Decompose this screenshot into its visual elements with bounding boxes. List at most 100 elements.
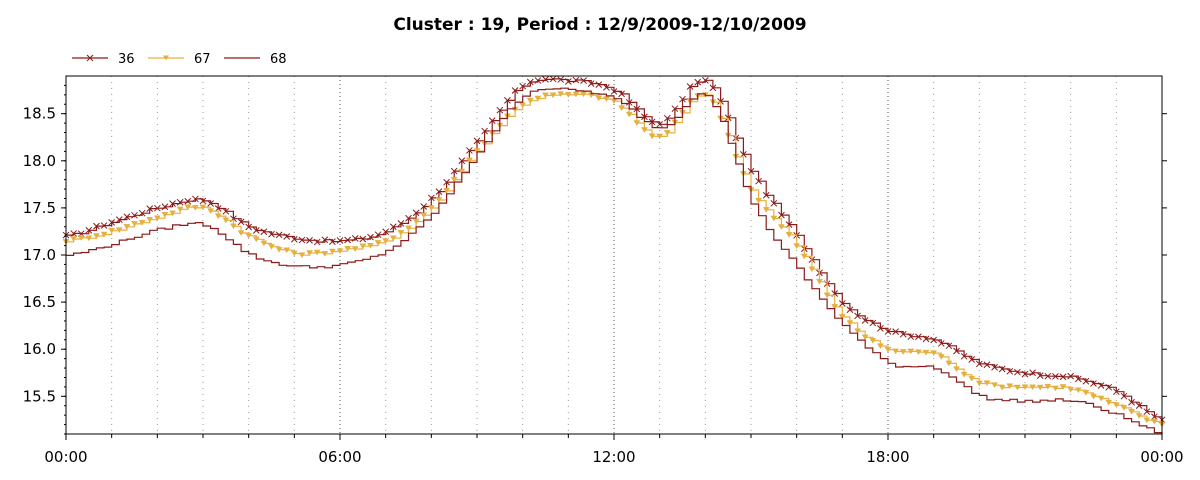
- marker-36: [709, 84, 717, 92]
- marker-67: [389, 235, 397, 242]
- marker-36: [192, 195, 199, 203]
- marker-36: [519, 82, 527, 90]
- marker-67: [557, 91, 565, 98]
- marker-67: [351, 246, 359, 252]
- marker-36: [123, 213, 131, 221]
- marker-36: [176, 198, 184, 206]
- marker-67: [374, 240, 382, 246]
- marker-36: [397, 220, 405, 227]
- marker-67: [184, 204, 192, 211]
- marker-36: [420, 203, 428, 210]
- marker-67: [450, 176, 458, 183]
- marker-36: [222, 207, 230, 215]
- marker-36: [336, 237, 344, 244]
- marker-67: [953, 366, 960, 373]
- chart-title: Cluster : 19, Period : 12/9/2009-12/10/2…: [393, 15, 806, 35]
- marker-36: [85, 226, 93, 234]
- marker-36: [1029, 369, 1036, 377]
- marker-67: [344, 245, 352, 252]
- marker-36: [115, 216, 123, 223]
- marker-67: [1074, 387, 1082, 394]
- marker-67: [534, 95, 542, 102]
- marker-67: [382, 238, 390, 245]
- marker-67: [648, 133, 656, 140]
- marker-36: [70, 230, 77, 237]
- marker-36: [679, 95, 686, 103]
- marker-67: [169, 210, 176, 217]
- marker-67: [915, 349, 922, 356]
- marker-67: [1013, 384, 1021, 391]
- marker-36: [321, 236, 329, 244]
- marker-67: [336, 248, 344, 255]
- marker-36: [260, 228, 268, 236]
- marker-36: [252, 227, 260, 234]
- marker-67: [427, 205, 435, 211]
- marker-67: [222, 217, 230, 224]
- marker-36: [869, 319, 877, 327]
- marker-67: [762, 207, 770, 213]
- marker-67: [618, 105, 626, 112]
- marker-67: [268, 243, 275, 250]
- marker-67: [199, 204, 207, 211]
- marker-67: [778, 224, 785, 231]
- marker-67: [1143, 417, 1151, 424]
- marker-36: [686, 83, 694, 90]
- marker-67: [1097, 395, 1105, 402]
- marker-36: [534, 77, 542, 84]
- marker-36: [161, 203, 169, 211]
- series-layer: [62, 75, 1166, 434]
- marker-36: [1052, 373, 1059, 380]
- marker-67: [1090, 393, 1097, 400]
- marker-67: [907, 348, 915, 355]
- marker-36: [435, 188, 443, 195]
- marker-36: [481, 127, 488, 135]
- marker-67: [252, 236, 260, 243]
- marker-67: [937, 354, 945, 360]
- marker-67: [70, 236, 78, 242]
- marker-67: [85, 235, 93, 242]
- marker-36: [184, 197, 192, 205]
- marker-36: [169, 200, 176, 207]
- marker-67: [77, 235, 85, 241]
- marker-36: [892, 328, 899, 335]
- marker-36: [146, 205, 154, 212]
- marker-36: [549, 75, 557, 83]
- marker-67: [1029, 384, 1037, 391]
- marker-36: [975, 360, 983, 368]
- marker-67: [1044, 383, 1052, 390]
- marker-36: [671, 105, 679, 113]
- marker-67: [1006, 383, 1014, 390]
- marker-67: [975, 380, 983, 387]
- series-68: [66, 87, 1163, 434]
- marker-36: [504, 97, 511, 104]
- marker-67: [1105, 399, 1113, 406]
- marker-36: [100, 222, 108, 229]
- marker-36: [572, 76, 580, 84]
- marker-36: [945, 342, 953, 350]
- marker-36: [960, 352, 968, 360]
- marker-67: [290, 250, 298, 257]
- marker-36: [329, 238, 336, 245]
- marker-36: [930, 336, 938, 344]
- marker-67: [755, 197, 763, 204]
- marker-36: [138, 209, 146, 217]
- marker-67: [443, 188, 450, 194]
- marker-67: [321, 251, 329, 257]
- marker-36: [313, 238, 321, 246]
- marker-67: [945, 360, 953, 367]
- marker-67: [435, 197, 443, 204]
- marker-36: [899, 330, 907, 338]
- legend-item-68: 68: [224, 52, 287, 67]
- marker-36: [656, 120, 664, 128]
- marker-67: [831, 304, 839, 310]
- marker-67: [641, 127, 648, 133]
- marker-67: [313, 249, 321, 256]
- marker-36: [998, 365, 1006, 373]
- marker-67: [131, 221, 138, 227]
- marker-67: [633, 120, 641, 127]
- marker-67: [207, 208, 215, 215]
- marker-36: [907, 333, 915, 341]
- marker-36: [511, 87, 519, 94]
- marker-36: [778, 211, 785, 219]
- marker-36: [1143, 408, 1151, 416]
